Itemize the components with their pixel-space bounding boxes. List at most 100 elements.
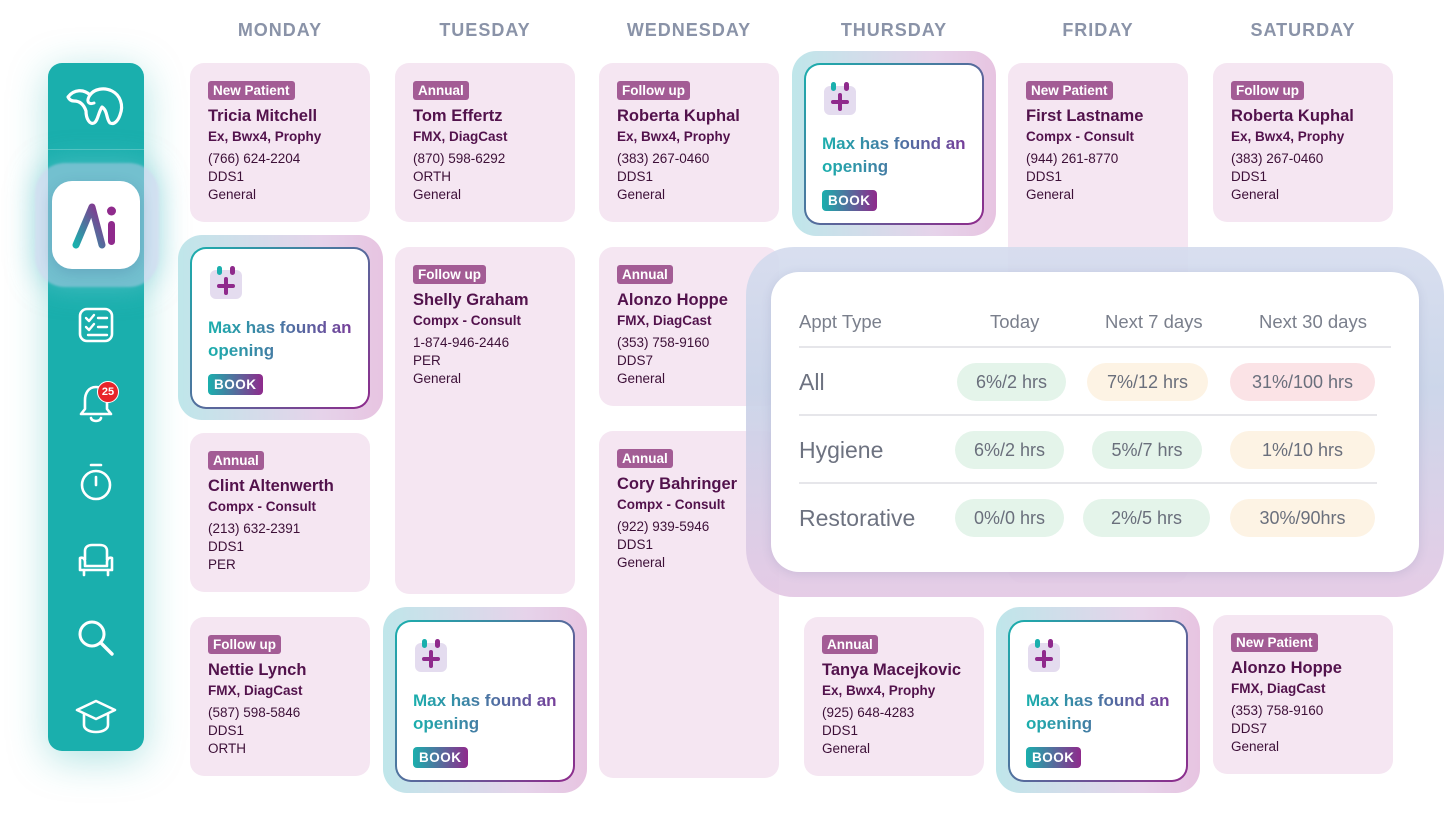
procedures: Compx - Consult [1026,129,1134,144]
day-header-tuesday: TUESDAY [439,20,531,40]
opening-card[interactable]: Max has found an opening BOOK [395,620,575,782]
patient-name: Clint Altenwerth [208,477,334,495]
stat-pill: 0%/0 hrs [955,499,1064,537]
appointment-tag: New Patient [208,81,295,100]
calendar-plus-icon [415,639,447,672]
column-header-appt-type: Appt Type [799,311,882,332]
book-button[interactable]: BOOK [413,747,468,768]
appointment-card[interactable]: Annual Tom Effertz FMX, DiagCast (870) 5… [395,63,575,222]
patient-name: Tanya Macejkovic [822,661,962,679]
stat-pill: 6%/2 hrs [957,363,1066,401]
phone-number: (353) 758-9160 [1231,703,1324,718]
column-header-today: Today [990,311,1040,332]
appointment-tag: New Patient [1026,81,1113,100]
logo[interactable] [48,63,144,150]
appointment-tag: New Patient [1231,633,1318,652]
ai-icon [72,203,116,249]
column-header-next-7-days: Next 7 days [1105,311,1203,332]
tooth-icon [66,87,124,126]
appointment-card[interactable]: Annual Clint Altenwerth Compx - Consult … [190,433,370,592]
opening-card[interactable]: Max has found an opening BOOK [1008,620,1188,782]
nav-education[interactable] [48,694,144,738]
book-button[interactable]: BOOK [208,374,263,395]
stat-pill: 7%/12 hrs [1087,363,1208,401]
book-button[interactable]: BOOK [1026,747,1081,768]
appointment-category: ORTH [208,741,247,756]
procedures: FMX, DiagCast [413,129,508,144]
appointment-card[interactable]: Follow up Nettie Lynch FMX, DiagCast (58… [190,617,370,776]
patient-name: Tricia Mitchell [208,107,318,125]
phone-number: (922) 939-5946 [617,519,710,534]
procedures: Ex, Bwx4, Prophy [1231,129,1345,144]
nav-timer[interactable] [48,460,144,504]
procedures: Compx - Consult [413,313,521,328]
appointment-category: General [413,371,462,386]
provider: DDS1 [822,723,859,738]
row-label-all: All [799,369,825,395]
appointment-category: General [617,555,666,570]
stat-pill: 1%/10 hrs [1230,431,1375,469]
phone-number: (353) 758-9160 [617,335,710,350]
day-header-thursday: THURSDAY [840,20,948,40]
day-header-saturday: SATURDAY [1250,20,1356,40]
patient-name: Shelly Graham [413,291,529,309]
phone-number: (925) 648-4283 [822,705,915,720]
appointment-tag: Follow up [208,635,281,654]
procedures: FMX, DiagCast [1231,681,1326,696]
provider: DDS7 [617,353,654,368]
appointment-category: General [617,187,666,202]
stat-pill: 2%/5 hrs [1083,499,1210,537]
appointment-card[interactable]: Follow up Shelly Graham Compx - Consult … [395,247,575,594]
calendar-plus-icon [824,82,856,115]
procedures: Compx - Consult [617,497,725,512]
appointment-card[interactable]: Annual Cory Bahringer Compx - Consult (9… [599,431,779,778]
header-divider [799,346,1391,348]
provider: DDS1 [617,537,654,552]
opening-card[interactable]: Max has found an opening BOOK [804,63,984,225]
provider: DDS1 [208,723,245,738]
appointment-category: General [1231,739,1280,754]
stat-pill: 31%/100 hrs [1230,363,1375,401]
appointment-card[interactable]: Follow up Roberta Kuphal Ex, Bwx4, Proph… [599,63,779,222]
nav-checklist[interactable] [48,303,144,347]
patient-name: Tom Effertz [413,107,503,125]
patient-name: Nettie Lynch [208,661,307,679]
row-divider [799,414,1377,416]
calendar-plus-icon [1028,639,1060,672]
procedures: FMX, DiagCast [617,313,712,328]
appointment-card[interactable]: New Patient Alonzo Hoppe FMX, DiagCast (… [1213,615,1393,774]
opening-card[interactable]: Max has found an opening BOOK [190,247,370,409]
stat-pill: 5%/7 hrs [1092,431,1202,469]
appointment-card[interactable]: Annual Tanya Macejkovic Ex, Bwx4, Prophy… [804,617,984,776]
stopwatch-icon [80,463,112,501]
provider: DDS1 [1026,169,1063,184]
appointment-card[interactable]: New Patient Tricia Mitchell Ex, Bwx4, Pr… [190,63,370,222]
notification-badge: 25 [97,381,119,403]
stat-pill: 30%/90hrs [1230,499,1375,537]
appointment-tag: Follow up [413,265,486,284]
appointment-category: PER [208,557,236,572]
appointment-category: General [413,187,462,202]
phone-number: 1-874-946-2446 [413,335,510,350]
phone-number: (587) 598-5846 [208,705,301,720]
appointment-category: General [1026,187,1075,202]
appointment-tag: Annual [208,451,264,470]
nav-ai-assistant[interactable] [52,181,140,269]
appointment-category: General [617,371,666,386]
nav-search[interactable] [48,616,144,660]
patient-name: Roberta Kuphal [617,107,740,125]
procedures: Compx - Consult [208,499,316,514]
book-button[interactable]: BOOK [822,190,877,211]
nav-operatory[interactable] [48,538,144,582]
appointment-category: General [822,741,871,756]
phone-number: (213) 632-2391 [208,521,301,536]
phone-number: (383) 267-0460 [617,151,710,166]
row-label-restorative: Restorative [799,505,916,531]
row-label-hygiene: Hygiene [799,437,884,463]
provider: ORTH [413,169,452,184]
patient-name: Alonzo Hoppe [1231,659,1342,677]
nav-notifications[interactable] [48,382,144,426]
patient-name: First Lastname [1026,107,1144,125]
appointment-card[interactable]: Follow up Roberta Kuphal Ex, Bwx4, Proph… [1213,63,1393,222]
appointment-tag: Annual [617,449,673,468]
